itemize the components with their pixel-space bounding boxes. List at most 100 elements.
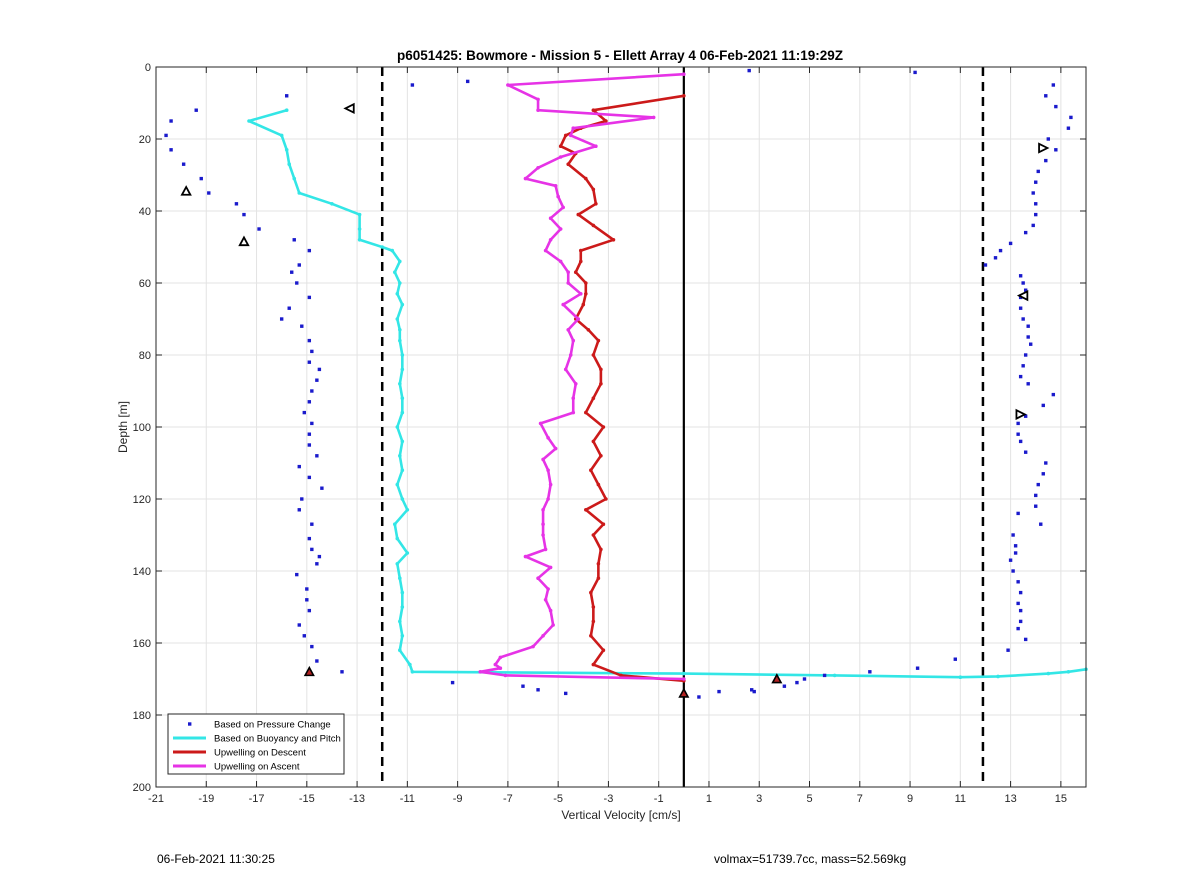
series-line-vertex [400,367,405,372]
series-line-vertex [398,619,402,624]
pressure-point [1044,158,1048,163]
series-line-vertex [568,133,573,138]
pressure-point [307,248,312,253]
pressure-point [1029,342,1033,346]
series-line-vertex [594,144,598,148]
series-line-vertex [682,671,686,676]
series-line-vertex [958,675,963,679]
pressure-point [292,238,296,242]
series-line-vertex [536,576,540,580]
y-axis-ticks: 0 20 40 60 80 100 120 140 160 180 200 [133,62,1086,794]
pressure-point [234,202,239,206]
pressure-point [207,191,211,195]
pressure-point [310,349,314,354]
pressure-point [1018,619,1023,624]
x-tick-label: -11 [400,793,415,805]
legend-entry: Upwelling on Ascent [214,762,300,773]
pressure-point [1034,180,1038,184]
series-line-vertex [591,619,596,624]
pressure-point [290,270,294,274]
pressure-point [307,360,312,364]
series-line-vertex [395,536,400,541]
series-line-vertex [279,133,284,138]
pressure-point [1034,202,1038,206]
triangle-marker [1016,289,1029,302]
pressure-point [822,673,827,678]
series-line-vertex [357,227,362,231]
pressure-point [1018,274,1023,278]
triangle-marker [238,235,250,247]
series-line-vertex [543,598,548,602]
series-line-vertex [573,382,578,386]
series-line-vertex [546,497,550,501]
series-line-vertex [392,522,397,526]
series-line-vertex [503,673,508,678]
pressure-point [1026,335,1030,339]
pressure-point [1023,288,1028,292]
series-line-vertex [380,245,385,249]
series-line-vertex [578,259,583,264]
pressure-point [310,547,314,552]
series-line-vertex [584,292,588,296]
series-line-vertex [1046,671,1051,676]
pressure-point [1026,382,1030,386]
series-line-vertex [591,223,596,228]
footer-volmax-mass: volmax=51739.7cc, mass=52.569kg [714,852,907,866]
series-line-vertex [596,576,601,580]
series-line-vertex [596,482,601,487]
pressure-point [1011,533,1015,537]
pressure-point [1023,414,1028,418]
series-line-vertex [405,508,410,512]
series-line-vertex [357,212,362,217]
pressure-point [300,324,304,328]
pressure-point [1018,439,1023,444]
pressure-point [795,680,799,685]
footer-timestamp: 06-Feb-2021 11:30:25 [157,852,275,866]
series-line-vertex [596,338,601,343]
y-tick-label: 0 [145,62,151,74]
x-tick-label: 15 [1055,793,1067,805]
pressure-point [1034,504,1038,508]
pressure-point [998,248,1003,253]
series-line-vertex [601,648,606,652]
y-tick-label: 40 [139,206,151,218]
series-line-vertex [400,439,405,444]
pressure-point [310,522,314,526]
legend-entry: Upwelling on Descent [214,748,306,759]
series-line-vertex [584,176,588,181]
pressure-point [410,83,415,87]
series-line-vertex [400,410,405,415]
series-line-vertex [561,302,565,307]
series-line-vertex [556,194,560,199]
pressure-point [1016,626,1020,631]
series-line-vertex [566,281,571,285]
x-tick-label: -3 [604,793,614,805]
pressure-point [1008,241,1013,246]
pressure-point [297,623,301,627]
series-line-vertex [398,648,402,652]
series-line-vertex [571,126,576,130]
series-line-vertex [601,522,606,526]
series-line-vertex [330,202,334,206]
pressure-point [1054,104,1058,109]
series-line-vertex [571,396,576,401]
x-tick-label: -7 [503,793,513,805]
pressure-point [307,338,312,343]
series-line-vertex [390,248,395,253]
series-line-vertex [682,94,686,98]
pressure-point [320,486,324,490]
pressure-point [285,94,289,98]
pressure-point [194,108,198,112]
series-line-vertex [682,72,686,76]
pressure-point [317,554,322,559]
series-line-vertex [398,328,402,332]
pressure-point [953,657,957,661]
series-line-vertex [591,353,596,357]
series-line-vertex [996,674,1000,679]
pressure-point [1034,212,1038,217]
pressure-point [1021,364,1025,368]
pressure-point [1051,83,1056,87]
series-line [559,94,685,683]
series-line-vertex [538,421,543,426]
series-line-vertex [493,662,498,667]
